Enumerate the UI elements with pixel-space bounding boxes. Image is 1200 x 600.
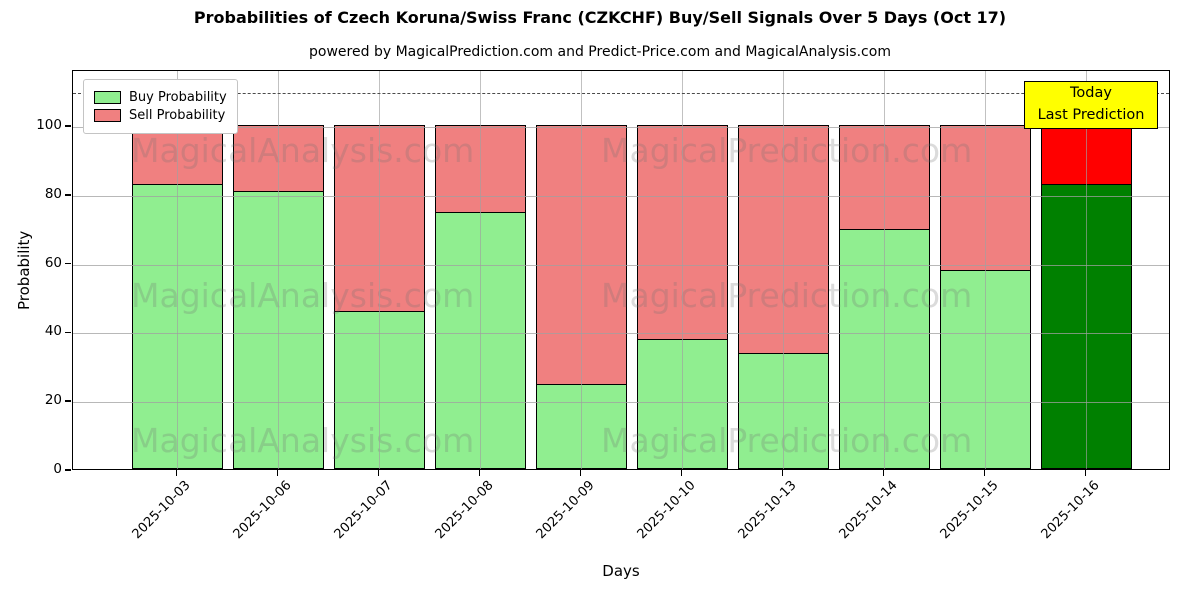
y-tick-label-0: 0 <box>53 461 62 477</box>
legend-label: Sell Probability <box>129 108 226 123</box>
y-tick-mark-40 <box>65 331 71 334</box>
gridline-vertical-2025-10-07 <box>379 71 380 469</box>
gridline-vertical-2025-10-16 <box>1086 71 1087 469</box>
chart-title: Probabilities of Czech Koruna/Swiss Fran… <box>193 8 1007 27</box>
y-tick-label-40: 40 <box>44 323 62 340</box>
legend-swatch-buy-icon <box>94 91 121 104</box>
y-tick-label-60: 60 <box>44 254 62 271</box>
legend-item: Sell Probability <box>94 108 227 123</box>
x-tick-mark-2025-10-10 <box>680 470 683 476</box>
gridline-vertical-2025-10-06 <box>278 71 279 469</box>
gridline-horizontal-100 <box>73 127 1169 128</box>
gridline-vertical-2025-10-09 <box>581 71 582 469</box>
gridline-horizontal-20 <box>73 402 1169 404</box>
threshold-dashed-line <box>73 92 1169 94</box>
x-tick-mark-2025-10-08 <box>478 470 481 476</box>
y-tick-mark-0 <box>65 469 71 471</box>
plot-area: MagicalAnalysis.com MagicalPrediction.com… <box>72 70 1170 470</box>
y-tick-mark-20 <box>65 400 71 402</box>
x-tick-mark-2025-10-15 <box>983 470 986 476</box>
x-tick-mark-2025-10-03 <box>175 470 178 476</box>
y-tick-label-20: 20 <box>44 392 62 409</box>
gridline-vertical-2025-10-10 <box>682 71 683 469</box>
legend-swatch-sell-icon <box>94 109 121 122</box>
x-tick-mark-2025-10-14 <box>882 470 885 476</box>
gridline-vertical-2025-10-08 <box>480 71 481 469</box>
annotation-today-box: Today Last Prediction <box>1024 81 1158 129</box>
x-tick-mark-2025-10-06 <box>276 470 279 476</box>
legend-item: Buy Probability <box>94 90 227 105</box>
y-tick-mark-100 <box>65 125 71 127</box>
chart-subtitle: powered by MagicalPrediction.com and Pre… <box>309 44 891 60</box>
y-tick-mark-80 <box>65 194 71 196</box>
gridline-horizontal-80 <box>73 195 1169 197</box>
x-tick-mark-2025-10-09 <box>579 470 582 476</box>
y-tick-mark-60 <box>65 262 71 265</box>
y-tick-label-80: 80 <box>44 185 62 202</box>
x-tick-mark-2025-10-16 <box>1084 470 1087 476</box>
gridline-horizontal-40 <box>73 333 1169 335</box>
y-tick-label-100: 100 <box>36 117 62 133</box>
x-tick-mark-2025-10-13 <box>781 470 784 476</box>
annotation-line: Today <box>1070 85 1112 102</box>
x-axis-label: Days <box>602 562 640 580</box>
gridline-vertical-2025-10-15 <box>985 71 986 469</box>
gridline-vertical-2025-10-03 <box>177 71 178 469</box>
gridline-vertical-2025-10-14 <box>884 71 885 469</box>
legend-box: Buy Probability Sell Probability <box>83 79 238 134</box>
gridline-vertical-2025-10-13 <box>783 71 784 469</box>
legend-label: Buy Probability <box>129 90 227 105</box>
x-tick-mark-2025-10-07 <box>377 470 380 476</box>
annotation-line: Last Prediction <box>1037 107 1145 123</box>
gridline-horizontal-60 <box>73 264 1169 266</box>
